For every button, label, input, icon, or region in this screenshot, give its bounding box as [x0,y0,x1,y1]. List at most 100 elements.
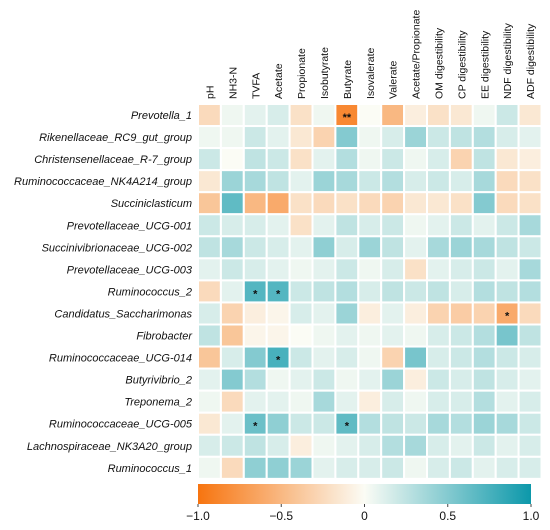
heatmap-cell [380,389,406,414]
heatmap-cell [517,125,543,150]
heatmap-cell [471,323,497,348]
heatmap-cell [471,367,497,392]
heatmap-cell [471,257,497,282]
heatmap-cell [311,235,337,260]
row-label: Treponema_2 [124,397,192,409]
heatmap-cell [288,323,314,348]
heatmap-cell [517,279,543,304]
heatmap-cell [426,389,451,414]
row-label: Lachnospiraceae_NK3A20_group [27,441,192,453]
heatmap-cell [448,257,474,282]
heatmap-cell [357,301,383,326]
heatmap-cell [311,147,337,172]
row-label: Ruminococcus_2 [108,286,192,298]
row-label: Ruminococcus_1 [108,463,192,475]
heatmap-cell [242,147,268,172]
heatmap-cell [197,279,222,304]
heatmap-cell [197,323,222,348]
heatmap-cell [265,433,291,458]
colorbar-gradient [198,484,531,504]
heatmap-cell [471,345,497,370]
column-labels: pH NH3-N TVFA Acetate Propionate Isobutyrate B… [204,10,537,99]
heatmap-cell [380,235,406,260]
heatmap-cell [219,301,245,326]
heatmap-cell [197,169,222,194]
column-label: NH3-N [227,67,239,99]
heatmap-cell [494,411,520,436]
heatmap-cell [197,301,222,326]
heatmap-cell [448,191,474,216]
column-label: Isobutyrate [319,47,331,99]
heatmap-cell [334,389,360,414]
row-label: Prevotella_1 [131,110,192,122]
heatmap-cell [494,345,520,370]
heatmap-cell [311,213,337,238]
heatmap-cell [242,191,268,216]
heatmap-cell [219,323,245,348]
column-label: Isovalerate [365,47,377,99]
heatmap-cell [471,455,497,480]
heatmap-cell [426,455,451,480]
heatmap-cell [265,125,291,150]
heatmap-cell [448,455,474,480]
heatmap-cell [197,433,222,458]
heatmap-cell [357,279,383,304]
heatmap-cell [471,235,497,260]
heatmap-cell [357,169,383,194]
heatmap-cell [357,125,383,150]
significance-mark: * [345,421,350,433]
heatmap-cell [219,125,245,150]
heatmap-cell [380,301,406,326]
heatmap-cell [197,147,222,172]
column-label: NDF digestibility [502,22,514,99]
colorbar-tick-label: −1.0 [186,509,210,523]
heatmap-cell [357,323,383,348]
heatmap-cell [242,301,268,326]
heatmap-cell [517,235,543,260]
heatmap-cell [311,323,337,348]
heatmap-cell [403,301,429,326]
row-label: Candidatus_Saccharimonas [54,308,192,320]
heatmap-cell [334,169,360,194]
heatmap-cell [265,323,291,348]
heatmap-cell [357,455,383,480]
heatmap-cell [265,169,291,194]
heatmap-cell [242,345,268,370]
heatmap-cell [403,411,429,436]
heatmap-cell [242,169,268,194]
heatmap-cell [311,455,337,480]
heatmap-cell [494,169,520,194]
heatmap-cell [288,389,314,414]
heatmap-cell [288,125,314,150]
heatmap-cell [357,411,383,436]
heatmap-cell [403,125,429,150]
heatmap-cell [265,455,291,480]
heatmap-cell [494,235,520,260]
heatmap-cell [494,389,520,414]
heatmap-cell [380,367,406,392]
heatmap-cell [219,213,245,238]
heatmap-cell [494,257,520,282]
heatmap-cell [357,235,383,260]
heatmap-cell [311,411,337,436]
heatmap-cell [334,191,360,216]
heatmap-cell [288,191,314,216]
heatmap-cell [426,213,451,238]
row-label: Rikenellaceae_RC9_gut_group [39,132,192,144]
heatmap-cell [494,455,520,480]
heatmap-cell [242,125,268,150]
column-label: OM digestibility [433,27,445,99]
heatmap-cell [471,301,497,326]
heatmap-cell [288,147,314,172]
heatmap-cell [448,301,474,326]
column-label: Propionate [296,48,308,99]
column-label: Butyrate [342,60,354,99]
heatmap-cell [448,103,474,128]
heatmap-cell [197,235,222,260]
heatmap-cell [357,213,383,238]
heatmap-cell [265,411,291,436]
significance-mark: ** [343,112,352,124]
heatmap-cell [448,345,474,370]
heatmap-cell [403,367,429,392]
heatmap-cell [448,279,474,304]
